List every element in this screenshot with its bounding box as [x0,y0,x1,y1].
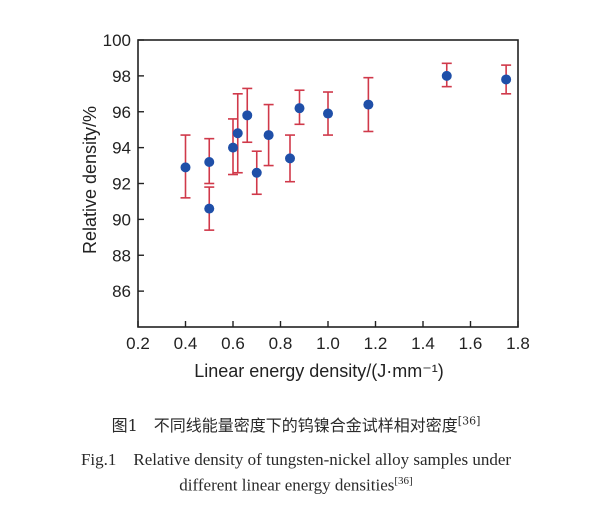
x-axis-label: Linear energy density/(J·mm⁻¹) [194,361,444,381]
figure-caption-chinese: 图1 不同线能量密度下的钨镍合金试样相对密度[36] [0,412,592,436]
data-point [251,167,262,178]
relative-density-chart: 0.2 0.4 0.6 0.8 1.0 1.2 1.4 1.6 1.8 86 88 90 92 94 96 9… [80,31,530,381]
data-point [228,142,238,153]
data-point [204,156,215,167]
data-point [323,108,333,119]
data-point [363,99,374,110]
x-tick-label: 0.6 [221,334,245,353]
x-tick-label: 1.2 [364,334,388,353]
y-tick-label: 86 [112,282,131,301]
data-point [204,203,215,214]
data-point [242,110,253,121]
y-tick-label: 94 [112,139,131,158]
x-tick-label: 1.0 [316,334,340,353]
y-tick-label: 98 [112,67,131,86]
caption-english-line2-text: different linear energy densities [179,475,395,495]
x-tick-label: 0.4 [174,334,198,353]
y-tick-label: 96 [112,103,131,122]
y-tick-label: 88 [112,246,131,265]
x-tick-label: 0.2 [126,334,150,353]
x-tick-label: 1.8 [506,334,530,353]
data-point [232,128,243,139]
x-tick-label: 0.8 [269,334,293,353]
caption-english-ref: [36] [394,475,413,487]
figure-caption-english-line1: Fig.1 Relative density of tungsten-nicke… [0,445,592,470]
y-tick-label: 100 [103,31,131,50]
caption-english-line1-text: Fig.1 Relative density of tungsten-nicke… [80,450,512,469]
data-point [180,162,191,173]
y-tick-label: 90 [112,210,131,229]
data-point [501,74,512,85]
x-tick-label: 1.4 [411,334,435,353]
data-point [441,70,452,81]
y-axis-label: Relative density/% [80,106,100,254]
y-tick-label: 92 [112,175,131,194]
caption-chinese-text: 图1 不同线能量密度下的钨镍合金试样相对密度 [111,416,458,435]
data-point [294,103,305,114]
x-tick-label: 1.6 [459,334,483,353]
caption-chinese-ref: [36] [457,414,481,428]
data-point [285,153,295,164]
plot-frame [137,39,519,328]
data-point [263,130,274,141]
figure-caption-english-line2: different linear energy densities[36] [0,475,592,496]
